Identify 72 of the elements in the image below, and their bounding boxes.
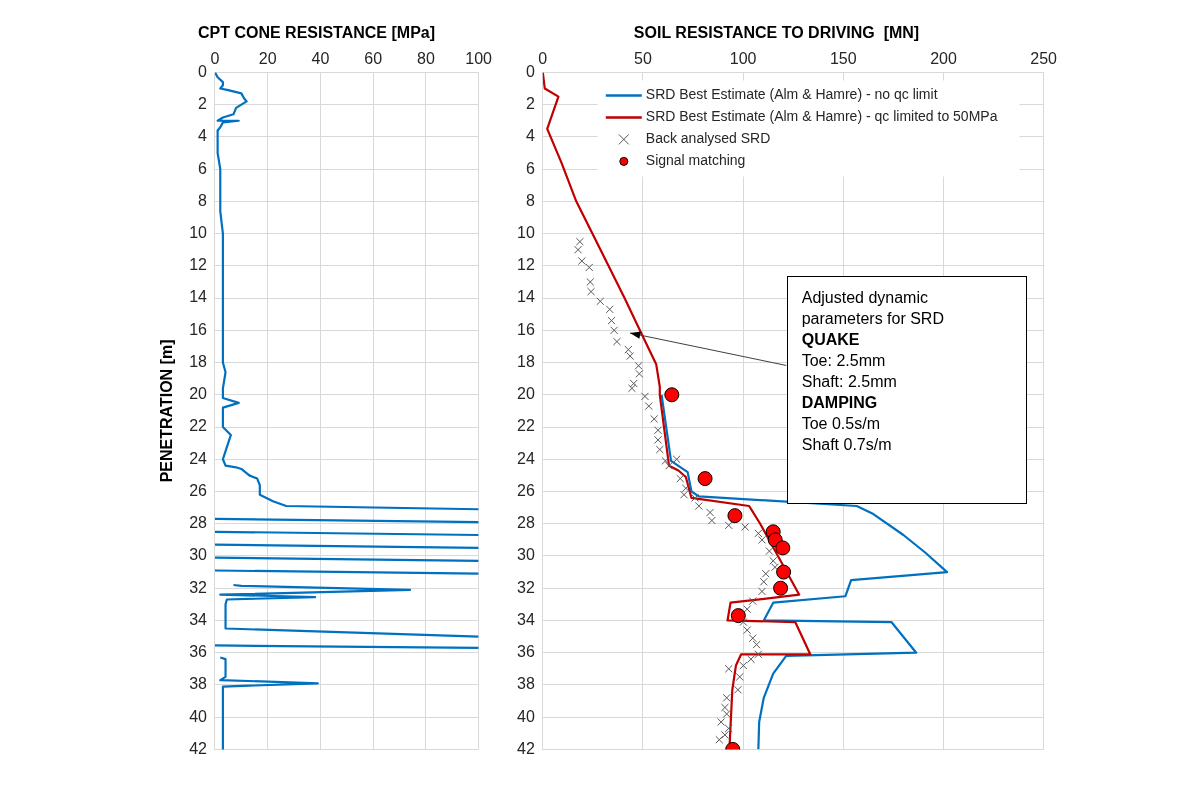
y-tick-label: 4 [525,127,535,145]
point [697,471,713,487]
y-tick-label: 34 [189,610,208,628]
y-tick-label: 20 [189,385,208,403]
y-tick-label: 6 [198,159,208,177]
y-tick-label: 28 [189,514,208,532]
legend-label: SRD Best Estimate (Alm & Hamre) - no qc limit [645,86,938,103]
y-tick-label: 26 [517,481,535,499]
y-tick-label: 18 [517,352,535,370]
y-tick-label: 34 [517,610,535,628]
x-tick-label: 150 [829,50,857,68]
y-tick-label: 6 [525,159,535,177]
x-tick-label: 80 [417,50,435,68]
y-tick-label: 0 [525,62,535,80]
text-box: Adjusted dynamic parameters for SRD QUAKE Toe: 2.5mm Shaft: 2.5mm DAMPING Toe 0.5s/m Shaft 0.7s/m [786,275,1028,504]
y-tick-label: 24 [189,449,208,467]
y-tick-label: 16 [189,320,208,338]
y-tick-label: 8 [525,191,535,209]
x-tick-label: 250 [1030,50,1058,68]
y-tick-label: 38 [189,675,208,693]
y-tick-label: 14 [189,288,208,306]
x-tick-label: 40 [311,50,330,68]
x-tick-label: 50 [634,50,652,68]
y-tick-label: 30 [189,546,208,564]
y-tick-label: 8 [198,191,208,209]
x-tick-label: 60 [364,50,383,68]
y-tick-label: 22 [517,417,535,435]
y-tick-label: 40 [189,707,208,725]
point [775,540,791,556]
y-tick-label: 4 [198,127,208,145]
y-tick-label: 42 [517,739,535,757]
x-tick-label: 0 [538,50,548,68]
legend-label: Back analysed SRD [645,130,771,147]
x-tick-label: 100 [729,50,757,68]
y-tick-label: 30 [517,546,535,564]
y-tick-label: 2 [198,95,208,113]
legend-label: Signal matching [645,152,746,169]
point [773,580,789,596]
point [730,608,746,624]
y-tick-label: 16 [517,320,535,338]
chart-title: SOIL RESISTANCE TO DRIVING [MN] [633,24,920,42]
point [664,387,680,403]
y-tick-label: 2 [525,95,535,113]
y-tick-label: 28 [517,514,535,532]
x-tick-label: 0 [210,50,220,68]
y-tick-label: 40 [517,707,535,725]
y-tick-label: 10 [517,224,535,241]
annotation: Adjusted dynamic parameters for SRD QUAKE Toe: 2.5mm Shaft: 2.5mm DAMPING Toe 0.5s/m Shaft 0.7s/m [801,287,945,455]
y-tick-label: 32 [517,578,535,596]
legend-label: SRD Best Estimate (Alm & Hamre) - qc limited to 50MPa [645,108,998,125]
y-tick-label: 22 [189,417,208,435]
y-tick-label: 24 [517,449,535,467]
y-tick-label: 14 [517,288,535,306]
y-tick-label: 36 [189,643,208,661]
y-tick-label: 26 [189,481,208,499]
y-tick-label: 32 [189,578,208,596]
y-tick-label: 36 [517,643,535,661]
y-axis-title: PENETRATION [m] [158,339,176,483]
y-tick-label: 42 [189,739,208,757]
y-tick-label: 10 [189,224,208,241]
y-tick-label: 38 [517,675,535,693]
y-tick-label: 18 [189,352,208,370]
x-tick-label: 20 [258,50,277,68]
y-tick-label: 0 [198,62,208,80]
y-tick-label: 12 [189,256,208,274]
point [776,564,792,580]
point [727,508,743,524]
x-tick-label: 100 [465,50,493,68]
y-tick-label: 20 [517,385,535,403]
x-tick-label: 200 [930,50,957,68]
chart-title: CPT CONE RESISTANCE [MPa] [197,24,436,42]
y-tick-label: 12 [517,256,535,274]
